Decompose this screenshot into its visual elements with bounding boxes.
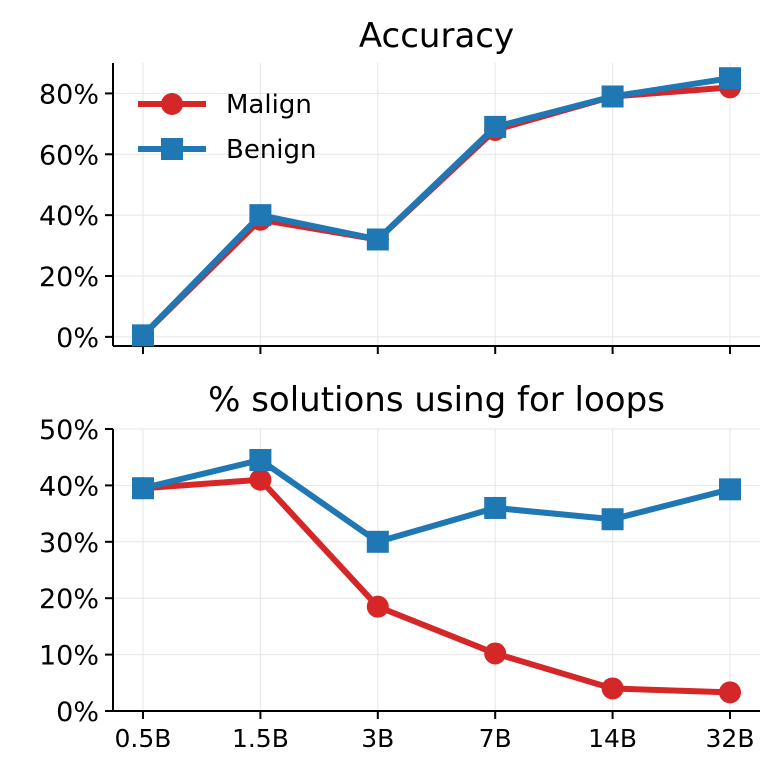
legend-label: Malign: [226, 90, 312, 120]
data-point-benign: [249, 449, 272, 472]
y-tick-label: 20%: [39, 262, 99, 293]
x-tick-label: 3B: [361, 724, 394, 753]
legend-marker-square: [161, 138, 183, 160]
data-point-benign: [132, 324, 154, 347]
data-point-malign: [249, 468, 272, 491]
data-point-benign: [719, 478, 741, 501]
y-tick-label: 0%: [56, 697, 99, 728]
data-point-benign: [601, 85, 624, 108]
x-tick-label: 14B: [588, 724, 637, 753]
legend: Malign Benign: [138, 90, 317, 165]
data-point-malign: [601, 677, 624, 700]
chart-title: % solutions using for loops: [208, 380, 665, 420]
x-tick-label: 7B: [479, 724, 512, 753]
y-tick-label: 80%: [39, 79, 99, 110]
data-point-malign: [719, 681, 741, 704]
data-point-benign: [249, 204, 272, 227]
y-tick-label: 30%: [39, 528, 99, 559]
y-tick-label: 20%: [39, 584, 99, 615]
accuracy-chart: Accuracy 0% 20% 40% 60% 80% Malign Benign: [39, 16, 760, 354]
y-tick-label: 50%: [39, 415, 99, 446]
x-tick-label: 1.5B: [232, 724, 289, 753]
series-line-benign: [140, 75, 733, 339]
data-point-benign: [484, 115, 507, 138]
series-line-malign: [140, 84, 733, 339]
data-point-benign: [366, 530, 389, 553]
series-line-malign: [140, 476, 733, 696]
x-tick-label: 0.5B: [115, 724, 172, 753]
data-point-benign: [601, 508, 624, 531]
for-loops-chart: % solutions using for loops 0% 10% 20% 30% 40…: [39, 380, 760, 753]
y-tick-label: 40%: [39, 471, 99, 502]
x-tick-label: 32B: [706, 724, 755, 753]
y-tick-label: 10%: [39, 641, 99, 672]
legend-label: Benign: [226, 135, 317, 165]
data-point-benign: [484, 496, 507, 519]
series-line-benign: [140, 457, 733, 545]
chart-title: Accuracy: [359, 16, 514, 56]
data-point-malign: [484, 642, 507, 665]
data-point-benign: [366, 228, 389, 251]
y-tick-label: 60%: [39, 140, 99, 171]
data-point-benign: [132, 477, 154, 500]
y-tick-label: 0%: [56, 323, 99, 354]
legend-marker-circle: [161, 93, 183, 115]
data-point-benign: [719, 67, 741, 90]
y-tick-label: 40%: [39, 201, 99, 232]
data-point-malign: [366, 595, 389, 618]
